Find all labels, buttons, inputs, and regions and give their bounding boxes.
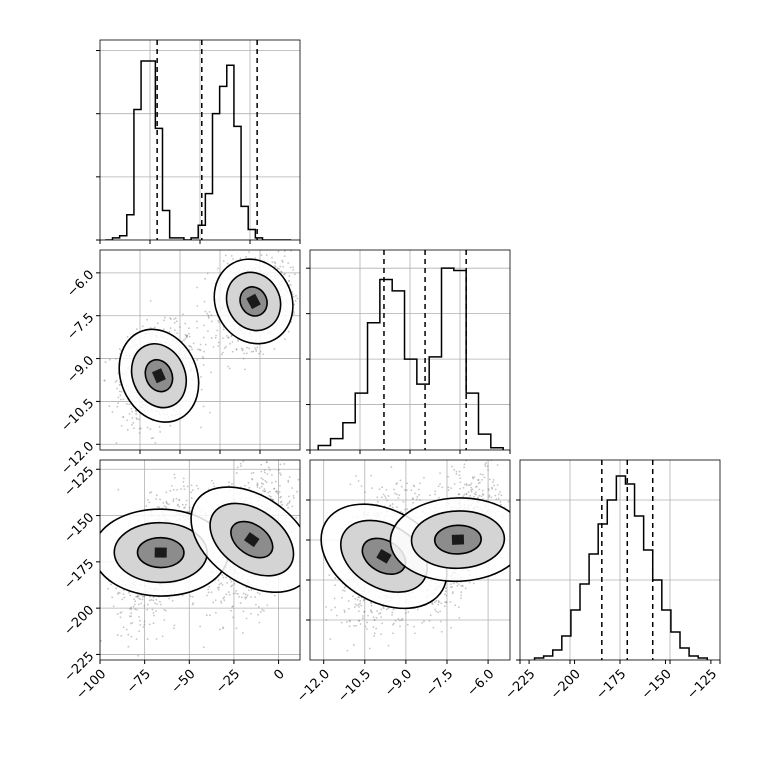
- x-tick-label: −25: [213, 667, 243, 697]
- histogram-step: [533, 475, 709, 660]
- x-tick-label: −50: [169, 667, 199, 697]
- x-tick-label: −125: [684, 667, 720, 703]
- panel-frame: [99, 459, 301, 661]
- y-tick-label: −9.0: [64, 353, 97, 386]
- panel-hist-x: [96, 39, 301, 244]
- panel-contour-yz: −12.0 −10.5 −9.0 −7.5 −6.0: [294, 459, 511, 706]
- y-tick-label: −200: [61, 603, 97, 639]
- panel-hist-y: [306, 249, 511, 454]
- density-peak-0: [376, 548, 392, 564]
- x-tick-label: −225: [503, 667, 539, 703]
- density-peak-1: [244, 532, 260, 548]
- x-tick-label: −150: [639, 667, 675, 703]
- panel-contour-xz: −225−200−175−150−125−100 −75 −50 −25 0: [61, 459, 301, 703]
- density-peak-0: [151, 368, 166, 384]
- density-peak-1: [451, 534, 465, 545]
- y-tick-label: −150: [61, 510, 97, 546]
- x-tick-label: 0: [271, 667, 287, 683]
- x-tick-label: −12.0: [294, 667, 333, 706]
- density-peak-1: [246, 293, 261, 310]
- histogram-step: [317, 267, 504, 450]
- y-tick-label: −175: [61, 557, 97, 593]
- panel-contour-xy: −12.0−10.5−9.0−7.5−6.0: [59, 249, 301, 478]
- x-tick-label: −200: [548, 667, 584, 703]
- x-tick-label: −9.0: [382, 667, 415, 700]
- panel-hist-z: [516, 459, 721, 664]
- x-tick-label: −175: [593, 667, 629, 703]
- density-peak-0: [154, 547, 167, 558]
- x-tick-label: −6.0: [464, 667, 497, 700]
- y-tick-label: −6.0: [64, 268, 97, 301]
- x-tick-label: −75: [124, 667, 154, 697]
- panel-frame: [309, 459, 511, 661]
- y-tick-label: −7.5: [64, 310, 97, 343]
- hist-z-x-axis: −225 −200 −175 −150 −125: [503, 660, 720, 703]
- panel-frame: [99, 249, 301, 451]
- y-tick-label: −10.5: [59, 396, 98, 435]
- histogram-step: [105, 60, 292, 240]
- x-tick-label: −7.5: [423, 667, 456, 700]
- x-tick-label: −10.5: [335, 667, 374, 706]
